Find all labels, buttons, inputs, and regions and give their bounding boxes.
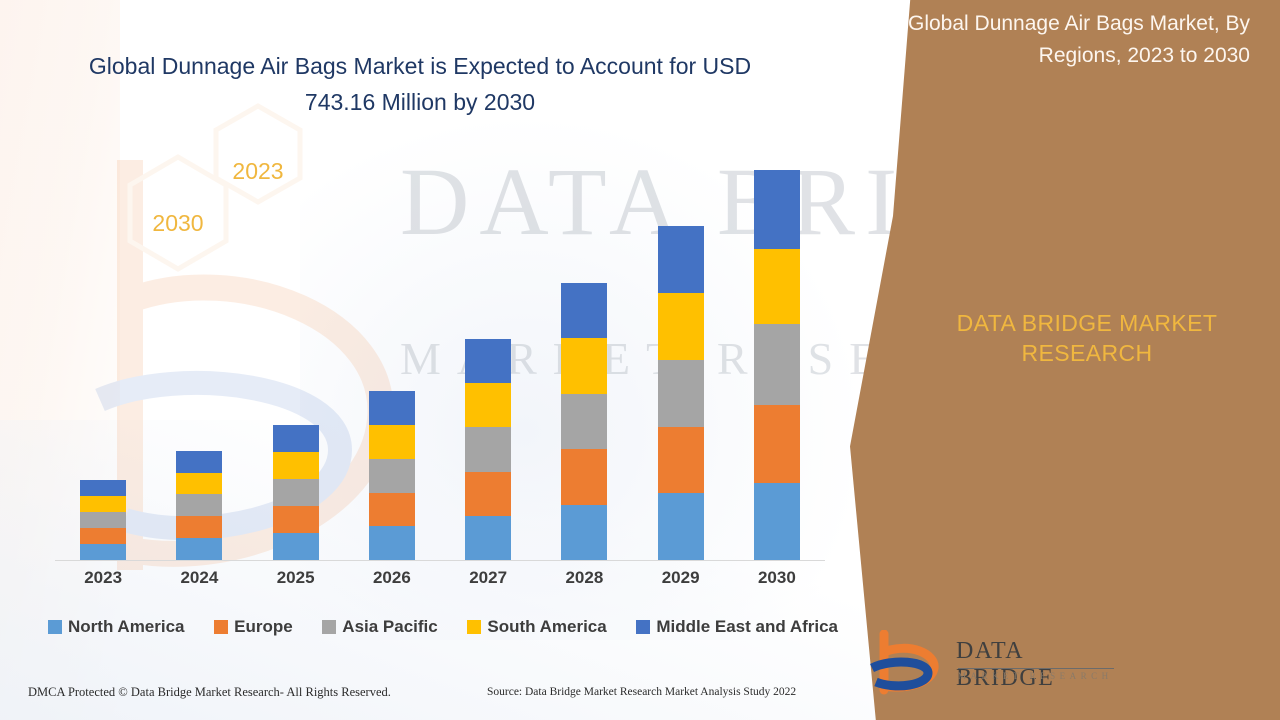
bar-segment [561,282,608,339]
chart-legend: North America Europe Asia Pacific South Ame… [48,617,838,637]
stacked-bar [272,424,319,560]
bar-segment [561,338,608,394]
bar-segment [176,450,223,473]
legend-swatch [214,620,229,634]
bar-segment [80,495,127,512]
bar-segment [753,482,800,560]
x-axis-label: 2030 [757,568,796,587]
dbmr-logo-title: DATA BRIDGE [956,638,1055,691]
page-title: Global Dunnage Air Bags Market is Expect… [88,53,752,115]
x-axis-tick-labels: 2023 2024 2025 2026 2027 2028 2029 2030 [55,568,825,588]
bar-segment [176,494,223,517]
bar-segment [657,359,704,427]
bar-segment [176,472,223,495]
plot-area [55,170,825,560]
bar-segment [753,248,800,324]
bar-segment [465,471,512,516]
legend-item[interactable]: Europe [214,617,293,637]
legend-label: Asia Pacific [342,617,438,636]
legend-swatch [467,620,482,634]
legend-swatch [48,620,62,634]
dbmr-b-mark-icon [870,630,939,695]
stacked-bar-chart: 2023 2024 2025 2026 2027 2028 2029 2030 [0,150,860,587]
legend-label: Middle East and Africa [656,617,838,636]
bar-segment [272,532,319,560]
panel-title: Global Dunnage Air Bags Market, By Regio… [907,12,1250,67]
stacked-bar [561,282,608,560]
dbmr-logo-subtitle: MARKET RESEARCH [958,671,1113,681]
axis-baseline [55,560,825,561]
bar-segment [80,511,127,528]
bar-segment [80,543,127,560]
source-notice: Source: Data Bridge Market Research Mark… [487,686,797,698]
bar-segment [465,383,512,428]
bar-segment [753,323,800,405]
bar-segment [80,527,127,544]
x-axis-label: 2026 [372,568,411,587]
bar-column [729,170,825,560]
legend-swatch [322,620,337,634]
x-axis-label: 2023 [84,568,123,587]
x-axis-label: 2029 [661,568,700,587]
bar-segment [465,339,512,384]
bar-segment [272,424,319,452]
dbmr-logo-rule [958,668,1114,669]
copyright-notice: DMCA Protected © Data Bridge Market Rese… [28,685,391,699]
legend-item[interactable]: South America [467,617,607,637]
bar-segment [176,516,223,539]
legend-item[interactable]: Asia Pacific [322,617,438,637]
stacked-bar [465,339,512,560]
bar-series-container [55,170,825,560]
stacked-bar [80,479,127,560]
legend-swatch [636,620,651,634]
bar-segment [80,479,127,496]
legend-label: North America [68,617,185,636]
legend-item[interactable]: North America [48,617,185,637]
bar-segment [368,391,415,426]
bar-column [440,170,536,560]
bar-segment [561,449,608,505]
stacked-bar [753,170,800,560]
bar-segment [368,425,415,459]
legend-label: South America [487,617,607,636]
dbmr-logo: DATA BRIDGE MARKET RESEARCH [870,626,1120,698]
bar-column [536,170,632,560]
x-axis-label: 2027 [469,568,508,587]
bar-segment [272,505,319,533]
bar-segment [272,451,319,479]
bar-column [633,170,729,560]
bar-segment [753,404,800,483]
stacked-bar [368,391,415,560]
bar-segment [368,492,415,527]
brand-panel [850,0,1280,720]
bar-segment [657,226,704,294]
bar-segment [176,538,223,560]
bar-segment [657,293,704,360]
bar-column [55,170,151,560]
legend-item[interactable]: Middle East and Africa [636,617,838,637]
bar-segment [561,504,608,560]
bar-segment [368,526,415,560]
bar-segment [657,426,704,494]
stacked-bar [176,450,223,560]
x-axis-label: 2024 [180,568,219,587]
x-axis-label: 2028 [565,568,604,587]
bar-segment [465,515,512,560]
bar-segment [272,478,319,506]
bar-segment [465,427,512,472]
bar-segment [368,458,415,493]
bar-column [344,170,440,560]
bar-column [151,170,247,560]
brand-name: DATA BRIDGE MARKET RESEARCH [956,310,1218,366]
bar-segment [753,170,800,249]
bar-segment [657,493,704,560]
stacked-bar [657,226,704,560]
bar-column [248,170,344,560]
bar-segment [561,393,608,450]
x-axis-label: 2025 [276,568,315,587]
legend-label: Europe [234,617,293,636]
